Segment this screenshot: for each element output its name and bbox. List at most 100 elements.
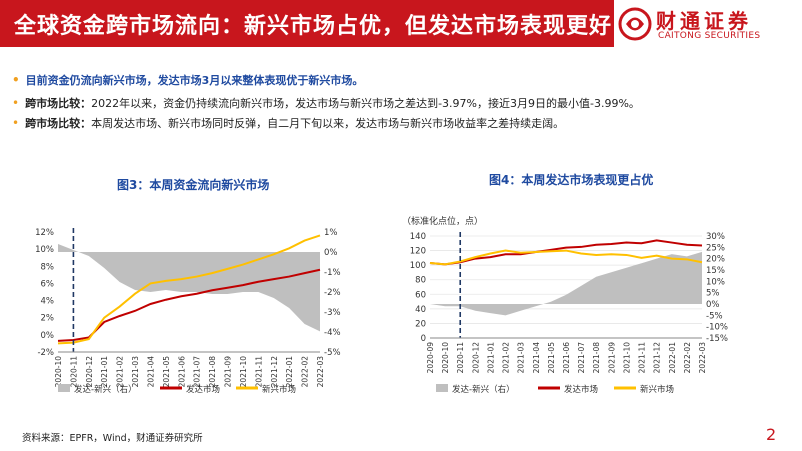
y-left-tick-label: 0 bbox=[421, 334, 426, 344]
y-right-tick-label: 20% bbox=[706, 255, 725, 265]
x-tick-label: 2022-01 bbox=[285, 356, 294, 388]
y-right-tick-label: 0% bbox=[706, 300, 720, 310]
y-left-tick-label: 2% bbox=[41, 314, 55, 324]
y-right-tick-label: 1% bbox=[324, 228, 338, 238]
market-performance-chart: （标准化点位，点） 0 20 40 60 80 100 120 140 -15%-10% -5%0%… bbox=[402, 215, 728, 395]
y-right-tick-label: -3% bbox=[324, 308, 341, 318]
x-tick-label: 2020-12 bbox=[85, 356, 94, 388]
bullet-dot-icon: • bbox=[12, 73, 20, 87]
y-right-tick-label: 10% bbox=[706, 277, 725, 287]
figure4-title: 图4：本周发达市场表现更占优 bbox=[489, 173, 654, 187]
y-left-tick-label: 140 bbox=[410, 232, 426, 242]
x-tick-label: 2022-02 bbox=[683, 342, 692, 374]
y-right-tick-label: 15% bbox=[706, 266, 725, 276]
y-right-tick-label: -15% bbox=[706, 334, 728, 344]
x-tick-label: 2021-02 bbox=[116, 356, 125, 388]
x-tick-label: 2021-03 bbox=[131, 356, 140, 388]
y-right-tick-label: -4% bbox=[324, 328, 341, 338]
x-tick-label: 2021-05 bbox=[547, 342, 556, 374]
x-tick-label: 2021-07 bbox=[577, 342, 586, 374]
legend-label: 发达-新兴（右） bbox=[452, 384, 515, 395]
logo-name-en: CAITONG SECURITIES bbox=[658, 31, 761, 41]
y-right-tick-label: 0% bbox=[324, 248, 338, 258]
bullet-cross-market-flow: • 跨市场比较：2022年以来，资金仍持续流向新兴市场，发达市场与新兴市场之差达到… bbox=[12, 96, 640, 111]
x-tick-label: 2022-02 bbox=[301, 356, 310, 388]
x-tick-label: 2020-12 bbox=[471, 342, 480, 374]
bullet-text: 目前资金仍流向新兴市场，发达市场3月以来整体表现优于新兴市场。 bbox=[25, 74, 364, 87]
series-area-diff bbox=[58, 244, 320, 332]
y-left-tick-label: 60 bbox=[415, 290, 426, 300]
x-tick-label: 2020-09 bbox=[426, 342, 435, 374]
legend-label: 发达市场 bbox=[186, 384, 220, 395]
x-tick-label: 2022-01 bbox=[668, 342, 677, 374]
x-tick-label: 2020-10 bbox=[441, 342, 450, 374]
bullet-label: 跨市场比较： bbox=[25, 97, 92, 110]
y-right-tick-label: 5% bbox=[706, 289, 720, 299]
bullet-dot-icon: • bbox=[12, 96, 20, 110]
unit-label: （标准化点位，点） bbox=[402, 215, 483, 227]
series-line-dm bbox=[57, 268, 321, 342]
x-tick-label: 2020-11 bbox=[69, 356, 78, 388]
x-tick-label: 2021-01 bbox=[100, 356, 109, 388]
y-left-tick-label: 40 bbox=[415, 305, 426, 315]
y-left-tick-label: 120 bbox=[410, 247, 426, 257]
x-tick-label: 2020-10 bbox=[54, 356, 63, 388]
x-tick-label: 2021-06 bbox=[177, 356, 186, 388]
logo-name-cn: 财通证券 bbox=[656, 9, 752, 33]
x-tick-label: 2021-12 bbox=[653, 342, 662, 374]
figure3-title: 图3：本周资金流向新兴市场 bbox=[117, 178, 270, 192]
x-tick-label: 2021-10 bbox=[239, 356, 248, 388]
y-left-tick-label: 12% bbox=[35, 228, 54, 238]
y-right-tick-label: -2% bbox=[324, 288, 341, 298]
x-tick-label: 2021-01 bbox=[486, 342, 495, 374]
bullet-dot-icon: • bbox=[12, 116, 20, 130]
y-left-tick-label: 4% bbox=[41, 297, 55, 307]
y-right-tick-label: -5% bbox=[706, 311, 723, 321]
logo-emblem-icon bbox=[618, 7, 652, 41]
x-tick-label: 2020-11 bbox=[456, 342, 465, 374]
page-number: 2 bbox=[766, 425, 777, 444]
y-right-tick-label: -10% bbox=[706, 323, 728, 333]
x-tick-label: 2021-09 bbox=[607, 342, 616, 374]
legend-label: 新兴市场 bbox=[640, 384, 674, 395]
series-area-diff bbox=[430, 251, 702, 316]
fund-flow-chart: -2% 0% 2% 4% 6% 8% 10% 12% -5% -4% -3% -2% -1% 0% 1% 20… bbox=[35, 228, 341, 395]
y-left-tick-label: 8% bbox=[41, 262, 55, 272]
x-tick-label: 2021-02 bbox=[502, 342, 511, 374]
x-tick-label: 2021-07 bbox=[193, 356, 202, 388]
x-tick-label: 2022-03 bbox=[698, 342, 707, 374]
bullet-label: 跨市场比较： bbox=[25, 117, 92, 130]
legend-label: 发达市场 bbox=[564, 384, 598, 395]
legend-swatch-diff bbox=[58, 384, 70, 392]
x-tick-label: 2021-10 bbox=[622, 342, 631, 374]
x-tick-label: 2021-08 bbox=[592, 342, 601, 374]
page-title: 全球资金跨市场流向：新兴市场占优，但发达市场表现更好 bbox=[14, 14, 613, 39]
y-right-tick-label: -1% bbox=[324, 268, 341, 278]
y-left-tick-label: -2% bbox=[37, 348, 54, 358]
bullet-cross-market-return: • 跨市场比较：本周发达市场、新兴市场同时反弹，自二月下旬以来，发达市场与新兴市场… bbox=[12, 116, 564, 131]
y-left-tick-label: 0% bbox=[41, 331, 55, 341]
y-left-tick-label: 100 bbox=[410, 261, 426, 271]
legend-label: 新兴市场 bbox=[262, 384, 296, 395]
x-tick-label: 2021-04 bbox=[146, 356, 155, 388]
legend-swatch-diff bbox=[436, 384, 448, 392]
bullet-summary: • 目前资金仍流向新兴市场，发达市场3月以来整体表现优于新兴市场。 bbox=[12, 73, 363, 88]
x-tick-label: 2021-12 bbox=[270, 356, 279, 388]
series-line-em bbox=[429, 249, 703, 266]
x-tick-label: 2021-05 bbox=[162, 356, 171, 388]
x-tick-label: 2021-11 bbox=[254, 356, 263, 388]
header-bar: 全球资金跨市场流向：新兴市场占优，但发达市场表现更好 财通证券 CAITONG … bbox=[0, 0, 802, 47]
x-tick-label: 2021-08 bbox=[208, 356, 217, 388]
x-tick-label: 2021-04 bbox=[532, 342, 541, 374]
y-left-tick-label: 10% bbox=[35, 245, 54, 255]
x-tick-label: 2021-03 bbox=[517, 342, 526, 374]
x-tick-label: 2021-06 bbox=[562, 342, 571, 374]
company-logo: 财通证券 CAITONG SECURITIES bbox=[614, 0, 802, 47]
x-tick-label: 2021-09 bbox=[224, 356, 233, 388]
x-tick-label: 2022-03 bbox=[316, 356, 325, 388]
bullet-text: 本周发达市场、新兴市场同时反弹，自二月下旬以来，发达市场与新兴市场收益率之差持续… bbox=[91, 117, 565, 130]
source-note: 资料来源：EPFR，Wind，财通证券研究所 bbox=[22, 433, 203, 444]
y-right-tick-label: 25% bbox=[706, 243, 725, 253]
x-tick-label: 2021-11 bbox=[638, 342, 647, 374]
bullet-text: 2022年以来，资金仍持续流向新兴市场，发达市场与新兴市场之差达到-3.97%，… bbox=[91, 97, 640, 110]
